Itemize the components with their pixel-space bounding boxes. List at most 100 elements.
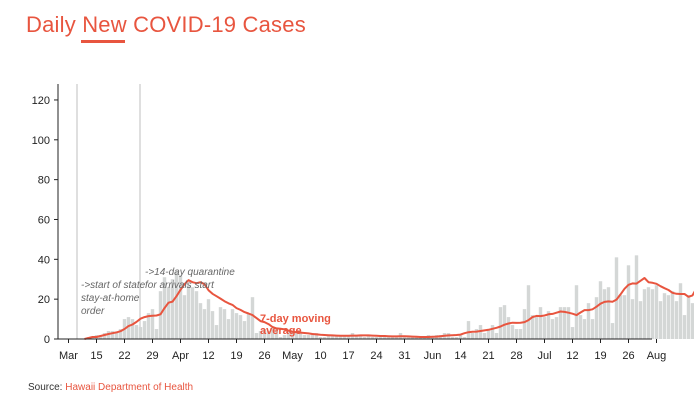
case-bar: [466, 321, 471, 339]
case-bar: [562, 307, 567, 339]
case-bar: [174, 271, 179, 339]
case-bar: [214, 325, 219, 339]
case-bar: [190, 287, 195, 339]
x-tick-label: 22: [118, 350, 130, 362]
case-bar: [182, 295, 187, 339]
case-bar: [294, 333, 299, 339]
case-bar: [658, 301, 663, 339]
annotation-quarantine: ->14-day quarantine for arrivals start: [145, 267, 235, 291]
x-tick-label: 24: [370, 350, 382, 362]
case-bar: [618, 295, 623, 339]
case-bar: [406, 337, 411, 339]
case-bar: [186, 285, 191, 339]
case-bar: [134, 325, 139, 339]
case-bar: [322, 337, 327, 339]
y-tick-label: 40: [38, 254, 50, 266]
source-link[interactable]: Hawaii Department of Health: [65, 382, 194, 393]
source-note: Source: Hawaii Department of Health: [28, 382, 193, 393]
x-tick-label: Jul: [537, 350, 551, 362]
case-bar: [494, 333, 499, 339]
case-bar: [650, 289, 655, 339]
case-bar: [502, 305, 507, 339]
case-bar: [514, 329, 519, 339]
case-bar: [282, 335, 287, 339]
case-bar: [578, 315, 583, 339]
y-tick-label: 80: [38, 175, 50, 187]
case-bar: [390, 337, 395, 339]
case-bar: [386, 337, 391, 339]
case-bar: [278, 337, 283, 339]
case-bar: [678, 283, 683, 339]
case-bar: [366, 335, 371, 339]
case-bar: [454, 337, 459, 339]
x-tick-label: Apr: [172, 350, 189, 362]
x-tick-label: 15: [90, 350, 102, 362]
case-bar: [274, 329, 279, 339]
case-bar: [526, 285, 531, 339]
x-tick-label: 31: [398, 350, 410, 362]
x-tick-label: 17: [342, 350, 354, 362]
case-bar: [254, 333, 259, 339]
case-bar: [354, 335, 359, 339]
x-tick-label: 29: [146, 350, 158, 362]
moving-average-line: [84, 277, 694, 340]
case-bar: [594, 297, 599, 339]
case-bar: [382, 335, 387, 339]
case-bar: [198, 303, 203, 339]
case-bar: [338, 335, 343, 339]
case-bar: [602, 289, 607, 339]
case-bar: [334, 335, 339, 339]
title-word-rest: COVID-19 Cases: [133, 12, 306, 37]
case-bar: [462, 337, 467, 339]
case-bar: [626, 265, 631, 339]
case-bar: [450, 337, 455, 339]
case-bar: [126, 317, 131, 339]
case-bar: [258, 331, 263, 339]
case-bar: [478, 325, 483, 339]
x-tick-label: 14: [454, 350, 466, 362]
case-bar: [110, 331, 115, 339]
covid-cases-chart: 0 20 40 60 80 100 120 Mar 15 22 29 Apr 12 19 26 May 10 17…: [32, 84, 694, 362]
case-bar: [486, 329, 491, 339]
x-tick-label: 12: [202, 350, 214, 362]
case-bar: [178, 275, 183, 339]
case-bar: [430, 337, 435, 339]
x-tick-label: Jun: [424, 350, 442, 362]
case-bar: [342, 335, 347, 339]
case-bar: [418, 337, 423, 339]
y-tick-label: 0: [44, 334, 50, 346]
x-tick-label: 10: [314, 350, 326, 362]
case-bar: [686, 295, 691, 339]
case-bar: [690, 303, 694, 339]
case-bar: [542, 317, 547, 339]
case-bar: [510, 325, 515, 339]
case-bar: [202, 309, 207, 339]
case-bar: [154, 329, 159, 339]
case-bar: [574, 285, 579, 339]
case-bar: [534, 317, 539, 339]
case-bar: [374, 337, 379, 339]
case-bar: [270, 327, 275, 339]
case-bar: [410, 337, 415, 339]
case-bar: [674, 301, 679, 339]
y-tick-label: 20: [38, 294, 50, 306]
case-bar: [290, 331, 295, 339]
x-tick-label: Aug: [647, 350, 667, 362]
case-bar: [230, 309, 235, 339]
case-bar: [206, 299, 211, 339]
case-bar: [422, 337, 427, 339]
case-bar: [482, 333, 487, 339]
case-bar: [670, 291, 675, 339]
case-bar: [242, 321, 247, 339]
case-bar: [538, 307, 543, 339]
case-bar: [590, 319, 595, 339]
case-bar: [302, 335, 307, 339]
case-bar: [518, 329, 523, 339]
case-bar: [558, 307, 563, 339]
case-bar: [130, 319, 135, 339]
x-tick-label: 12: [566, 350, 578, 362]
y-tick-label: 60: [38, 214, 50, 226]
x-tick-label: 28: [510, 350, 522, 362]
case-bar: [530, 315, 535, 339]
case-bar: [166, 287, 171, 339]
